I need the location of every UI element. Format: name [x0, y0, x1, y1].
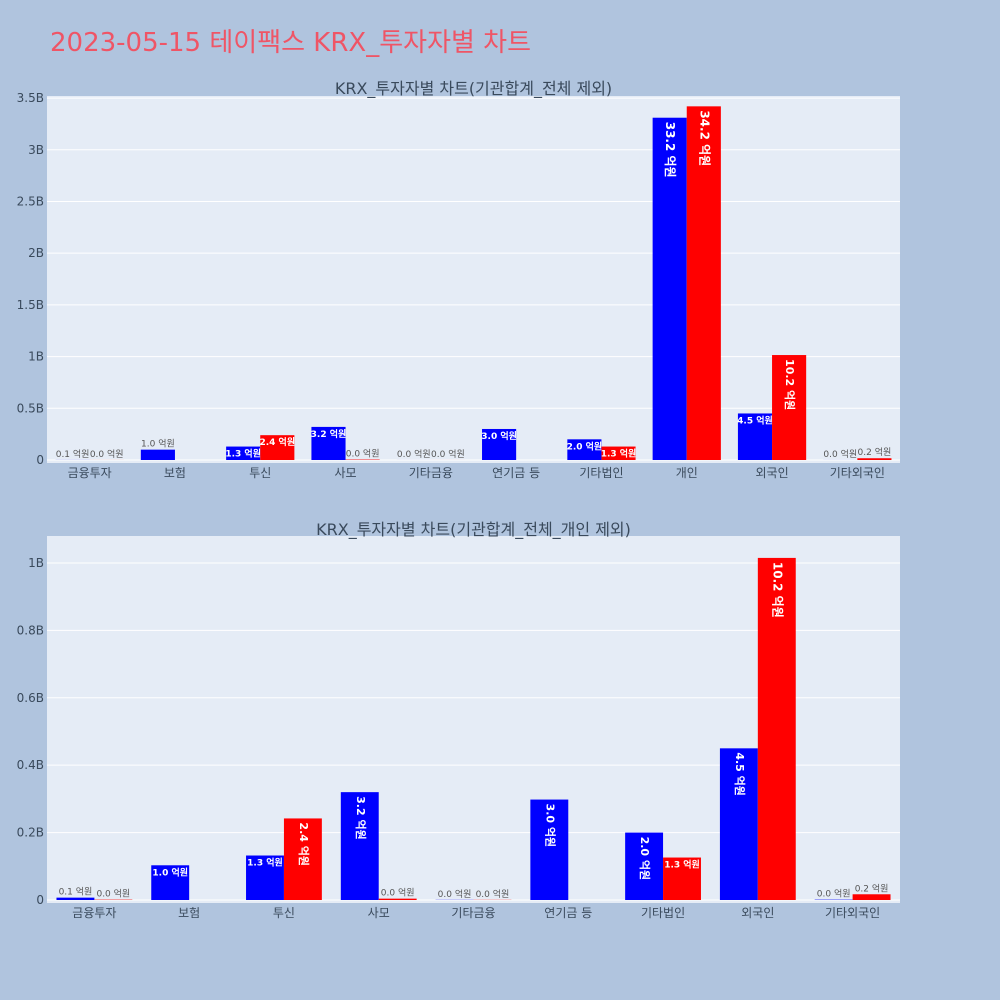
bar: [340, 792, 379, 900]
data-label: 0.0 억원: [381, 887, 415, 899]
x-tick-label: 기타금융: [409, 466, 453, 480]
data-label: 0.0 억원: [346, 448, 380, 460]
y-tick-label: 0: [36, 453, 44, 467]
x-tick-label: 외국인: [755, 466, 788, 480]
x-tick-label: 연기금 등: [492, 466, 540, 480]
x-tick-label: 기타법인: [641, 906, 685, 920]
data-label: 0.1 억원: [59, 886, 93, 898]
bar: [151, 865, 190, 900]
y-tick-label: 1B: [28, 350, 44, 364]
bar: [625, 832, 664, 900]
data-label: 34.2 억원: [697, 110, 711, 166]
bar: [226, 446, 261, 460]
data-label: 0.0 억원: [823, 448, 857, 460]
bar: [772, 355, 807, 460]
data-label: 3.0 억원: [543, 804, 557, 848]
data-label: 1.0 억원: [141, 438, 175, 450]
x-tick-label: 금융투자: [68, 466, 112, 480]
data-label: 3.2 억원: [311, 428, 347, 440]
bar: [283, 818, 322, 900]
data-label: 10.2 억원: [783, 359, 797, 410]
x-tick-label: 보험: [164, 466, 186, 480]
bar: [311, 426, 346, 460]
data-label: 0.0 억원: [817, 888, 851, 900]
data-label: 33.2 억원: [663, 122, 677, 178]
bar: [652, 117, 687, 460]
bar: [260, 435, 295, 460]
data-label: 2.0 억원: [567, 440, 603, 452]
data-label: 4.5 억원: [737, 414, 773, 426]
y-tick-label: 0: [36, 893, 44, 907]
data-label: 0.1 억원: [56, 448, 90, 460]
data-label: 0.0 억원: [438, 888, 472, 900]
y-tick-label: 3.5B: [17, 91, 44, 105]
x-tick-label: 기타금융: [451, 906, 495, 920]
data-label: 1.3 억원: [664, 859, 700, 871]
data-label: 2.0 억원: [638, 837, 652, 881]
data-label: 4.5 억원: [733, 752, 747, 796]
data-label: 2.4 억원: [297, 822, 311, 866]
bar: [719, 748, 758, 900]
x-tick-label: 기타외국인: [830, 466, 885, 480]
bar: [567, 439, 602, 460]
bar: [852, 894, 891, 900]
x-tick-label: 사모: [368, 906, 390, 920]
bar: [140, 449, 175, 460]
data-label: 1.3 억원: [225, 448, 261, 460]
x-tick-label: 보험: [178, 906, 200, 920]
y-tick-label: 2.5B: [17, 194, 44, 208]
x-tick-label: 사모: [335, 466, 357, 480]
data-label: 0.0 억원: [397, 448, 431, 460]
y-tick-label: 0.4B: [17, 758, 44, 772]
bar: [601, 446, 636, 460]
bar: [737, 413, 773, 460]
chart-title: KRX_투자자별 차트(기관합계_전체 제외): [335, 79, 612, 99]
data-label: 3.2 억원: [354, 796, 368, 840]
y-tick-label: 1B: [28, 556, 44, 570]
data-label: 0.0 억원: [90, 448, 124, 460]
x-tick-label: 투신: [273, 906, 295, 920]
plot-area: [47, 96, 900, 463]
y-tick-label: 0.5B: [17, 401, 44, 415]
data-label: 1.0 억원: [152, 866, 188, 878]
data-label: 3.0 억원: [481, 430, 517, 442]
data-label: 2.4 억원: [259, 436, 295, 448]
y-tick-label: 0.6B: [17, 691, 44, 705]
data-label: 0.2 억원: [858, 446, 892, 458]
bar: [246, 855, 284, 900]
data-label: 1.3 억원: [601, 448, 637, 460]
y-tick-label: 1.5B: [17, 298, 44, 312]
bar: [857, 458, 892, 460]
bar: [378, 898, 417, 900]
y-tick-label: 2B: [28, 246, 44, 260]
x-tick-label: 외국인: [741, 906, 774, 920]
x-tick-label: 기타외국인: [825, 906, 880, 920]
bar: [56, 897, 95, 900]
chart-title: KRX_투자자별 차트(기관합계_전체_개인 제외): [316, 520, 631, 540]
page-title: 2023-05-15 테이팩스 KRX_투자자별 차트: [50, 28, 532, 58]
data-label: 0.0 억원: [431, 448, 465, 460]
x-tick-label: 기타법인: [579, 466, 623, 480]
x-tick-label: 투신: [249, 466, 271, 480]
data-label: 0.2 억원: [855, 882, 889, 894]
bar: [663, 857, 701, 900]
bar: [530, 799, 569, 900]
y-tick-label: 0.2B: [17, 826, 44, 840]
data-label: 0.0 억원: [96, 888, 130, 900]
y-tick-label: 3B: [28, 143, 44, 157]
bar: [757, 557, 796, 900]
x-tick-label: 개인: [676, 466, 698, 480]
data-label: 1.3 억원: [247, 857, 283, 869]
data-label: 10.2 억원: [770, 562, 784, 618]
x-tick-label: 금융투자: [72, 906, 116, 920]
data-label: 0.0 억원: [476, 888, 510, 900]
x-tick-label: 연기금 등: [544, 906, 592, 920]
bar: [482, 428, 517, 460]
y-tick-label: 0.8B: [17, 623, 44, 637]
bar: [686, 106, 721, 460]
